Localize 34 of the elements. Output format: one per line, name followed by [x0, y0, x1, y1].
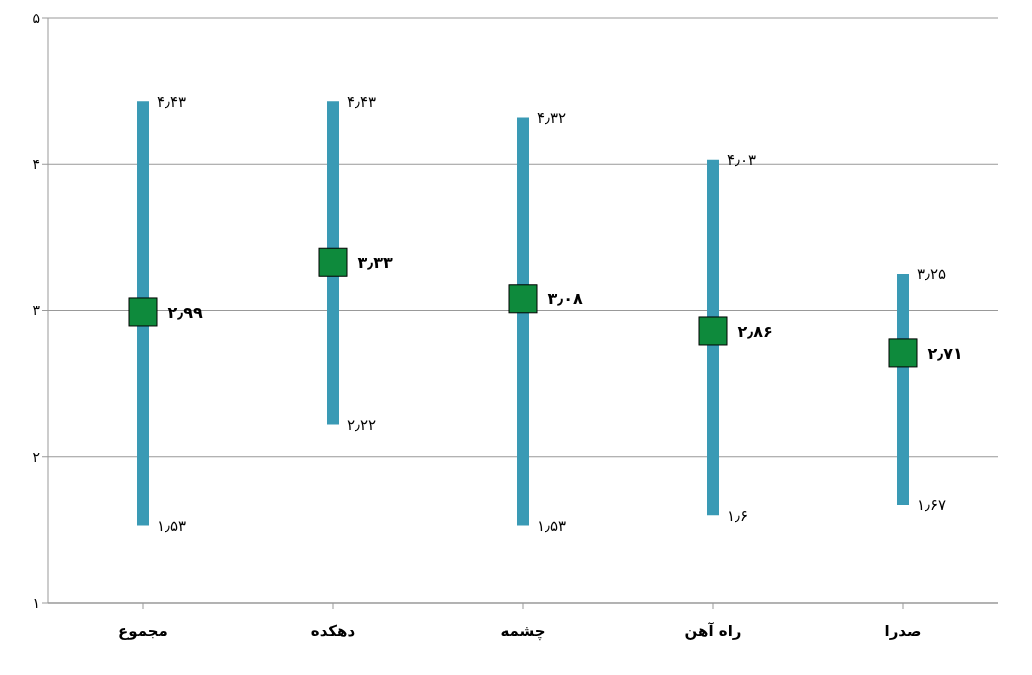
- y-tick-label: ۲: [32, 448, 40, 465]
- x-tick-label: مجموع: [118, 621, 168, 640]
- annotation: ۴٫۴۳: [347, 92, 377, 111]
- x-tick-label: چشمه: [500, 621, 546, 641]
- x-tick-label: راه آهن: [684, 621, 742, 640]
- y-tick-label: ۴: [32, 156, 40, 173]
- annotation: ۱٫۶: [727, 506, 748, 525]
- data-label: ۳٫۳۳: [357, 252, 394, 272]
- point: [698, 316, 728, 346]
- point: [128, 297, 158, 327]
- annotation: ۴٫۰۳: [727, 151, 757, 170]
- y-tick-label: ۳: [32, 302, 41, 319]
- y-tick-label: ۱: [32, 594, 40, 611]
- annotation: ۱٫۵۳: [537, 516, 567, 535]
- x-tick-label: دهکده: [310, 621, 356, 640]
- point: [508, 284, 538, 314]
- annotation: ۲٫۲۲: [347, 415, 377, 434]
- annotation: ۱٫۶۷: [917, 496, 947, 515]
- bar: [137, 101, 149, 526]
- bar: [707, 159, 719, 516]
- bar: [517, 117, 529, 526]
- data-label: ۳٫۰۸: [547, 289, 584, 309]
- point: [888, 338, 918, 368]
- point: [318, 247, 348, 277]
- x-tick-label: صدرا: [884, 621, 922, 640]
- data-label: ۲٫۸۶: [737, 321, 773, 341]
- annotation: ۱٫۵۳: [157, 516, 187, 535]
- annotation: ۴٫۴۳: [157, 92, 187, 111]
- data-label: ۲٫۷۱: [927, 343, 963, 363]
- annotation: ۴٫۳۲: [537, 108, 567, 127]
- bar: [327, 101, 339, 425]
- annotation: ۳٫۲۵: [917, 265, 947, 284]
- data-label: ۲٫۹۹: [167, 302, 204, 322]
- y-tick-label: ۵: [32, 9, 40, 26]
